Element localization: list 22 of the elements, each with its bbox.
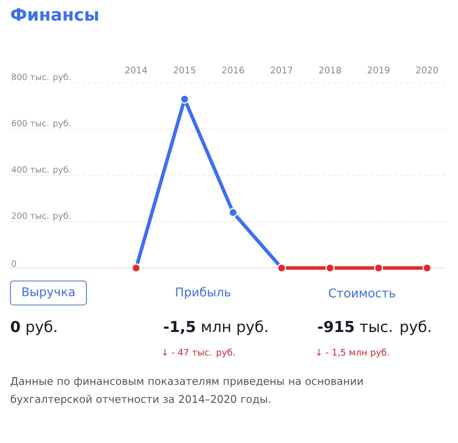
text: -1,5 млн руб. <box>164 320 268 336</box>
text: Прибыль <box>176 287 230 299</box>
text: Выручка <box>22 287 74 299</box>
y-tick-label: 400 тыс. руб. <box>12 166 70 174</box>
x-tick-label: 2018 <box>319 66 341 74</box>
x-tick-label: 2016 <box>222 66 244 74</box>
x-tick-label: 2014 <box>125 66 148 74</box>
text: ↓ - 47 тыс. руб. <box>163 348 234 358</box>
y-tick-label: 600 тыс. руб. <box>12 120 70 128</box>
text: Стоимость <box>328 288 396 298</box>
x-tick-label: 2017 <box>270 66 292 74</box>
x-tick-label: 2015 <box>174 66 196 74</box>
text: 0 руб. <box>10 320 56 336</box>
x-tick-label: 2019 <box>368 66 390 74</box>
text: ↓ - 1,5 млн руб. <box>317 348 389 358</box>
y-tick-label: 0 <box>12 260 16 267</box>
text: -915 тыс. руб. <box>318 320 430 336</box>
x-tick-label: 2020 <box>416 66 438 74</box>
y-tick-label: 200 тыс. руб. <box>12 212 70 221</box>
y-tick-label: 800 тыс. руб. <box>12 73 70 82</box>
chart-title: Финансы <box>11 8 98 21</box>
text: Данные по финансовым показателям приведены на основании бухгалтерской отчетности за 2014–2020 годы. <box>10 377 363 406</box>
